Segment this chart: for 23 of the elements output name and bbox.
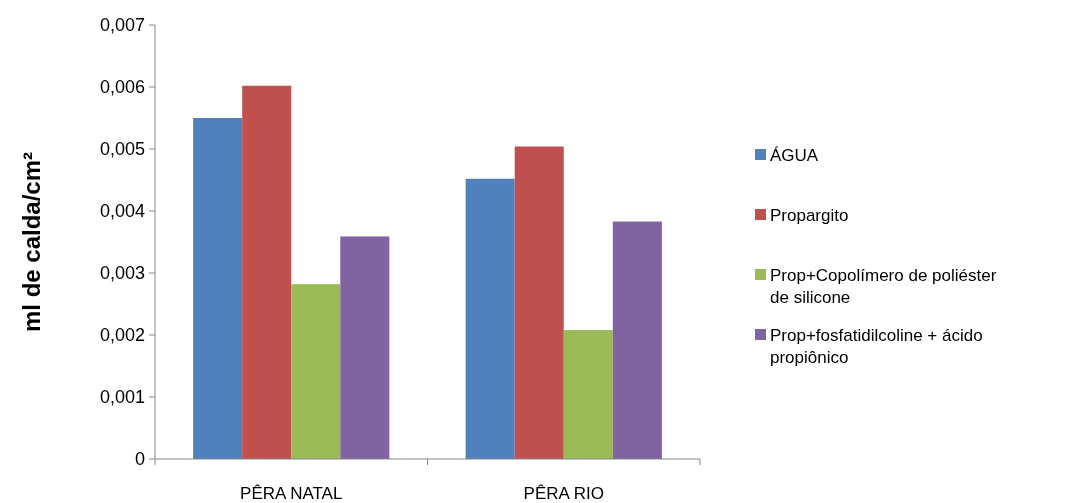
x-tick-label: PÊRA NATAL	[240, 484, 343, 503]
y-tick-label: 0	[134, 449, 145, 470]
bar	[563, 330, 613, 459]
y-tick-label: 0,004	[99, 201, 145, 222]
legend-label: ÁGUA	[770, 145, 819, 165]
legend-label: Propargito	[770, 205, 849, 225]
y-tick-label: 0,002	[99, 325, 145, 346]
bar	[242, 85, 292, 459]
y-tick-label: 0,001	[99, 387, 145, 408]
x-tick-label: PÊRA RIO	[523, 484, 604, 503]
bar	[193, 118, 243, 459]
y-axis-title: ml de calda/cm²	[18, 151, 45, 333]
y-tick-label: 0,003	[99, 263, 145, 284]
bar	[514, 146, 564, 459]
legend-label: Prop+Copolímero de poliéster de silicone	[770, 265, 997, 308]
y-tick-label: 0,007	[99, 15, 145, 36]
bar	[612, 221, 662, 459]
y-tick-label: 0,006	[99, 77, 145, 98]
bar	[465, 178, 515, 459]
legend-label: Prop+fosfatidilcoline + ácido propiônico	[770, 325, 983, 368]
bar	[291, 284, 341, 459]
y-tick-label: 0,005	[99, 139, 145, 160]
bar	[340, 236, 390, 459]
